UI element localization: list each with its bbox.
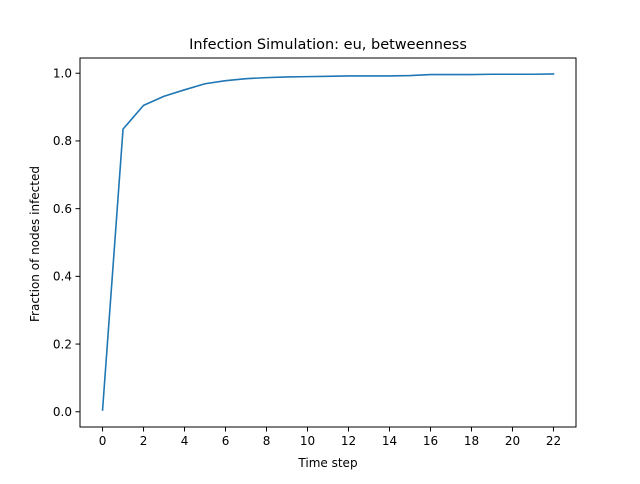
x-tick-label: 8 <box>263 434 271 448</box>
x-tick-label: 12 <box>341 434 356 448</box>
series-layer <box>101 73 555 411</box>
x-axis-label: Time step <box>297 456 357 470</box>
x-tick-label: 18 <box>464 434 479 448</box>
y-axis-ticks: 0.0 0.2 0.4 0.6 0.8 1.0 <box>53 67 80 419</box>
x-axis-ticks: 0 2 4 6 8 10 12 14 16 18 20 22 <box>99 427 561 448</box>
chart-title: Infection Simulation: eu, betweenness <box>189 37 467 53</box>
x-tick-label: 10 <box>300 434 315 448</box>
x-tick-label: 22 <box>546 434 561 448</box>
y-tick-label: 1.0 <box>53 67 72 81</box>
x-tick-label: 2 <box>140 434 148 448</box>
x-tick-label: 4 <box>181 434 189 448</box>
y-tick-label: 0.0 <box>53 405 72 419</box>
y-tick-label: 0.2 <box>53 337 72 351</box>
x-tick-label: 16 <box>423 434 438 448</box>
y-axis-label: Fraction of nodes infected <box>28 166 42 322</box>
x-tick-label: 6 <box>222 434 230 448</box>
y-tick-label: 0.6 <box>53 202 72 216</box>
x-tick-label: 14 <box>382 434 397 448</box>
x-tick-label: 20 <box>505 434 520 448</box>
y-tick-label: 0.8 <box>53 134 72 148</box>
plot-frame <box>79 57 577 428</box>
y-tick-label: 0.4 <box>53 270 72 284</box>
series-line-0 <box>101 73 555 411</box>
x-tick-label: 0 <box>99 434 107 448</box>
